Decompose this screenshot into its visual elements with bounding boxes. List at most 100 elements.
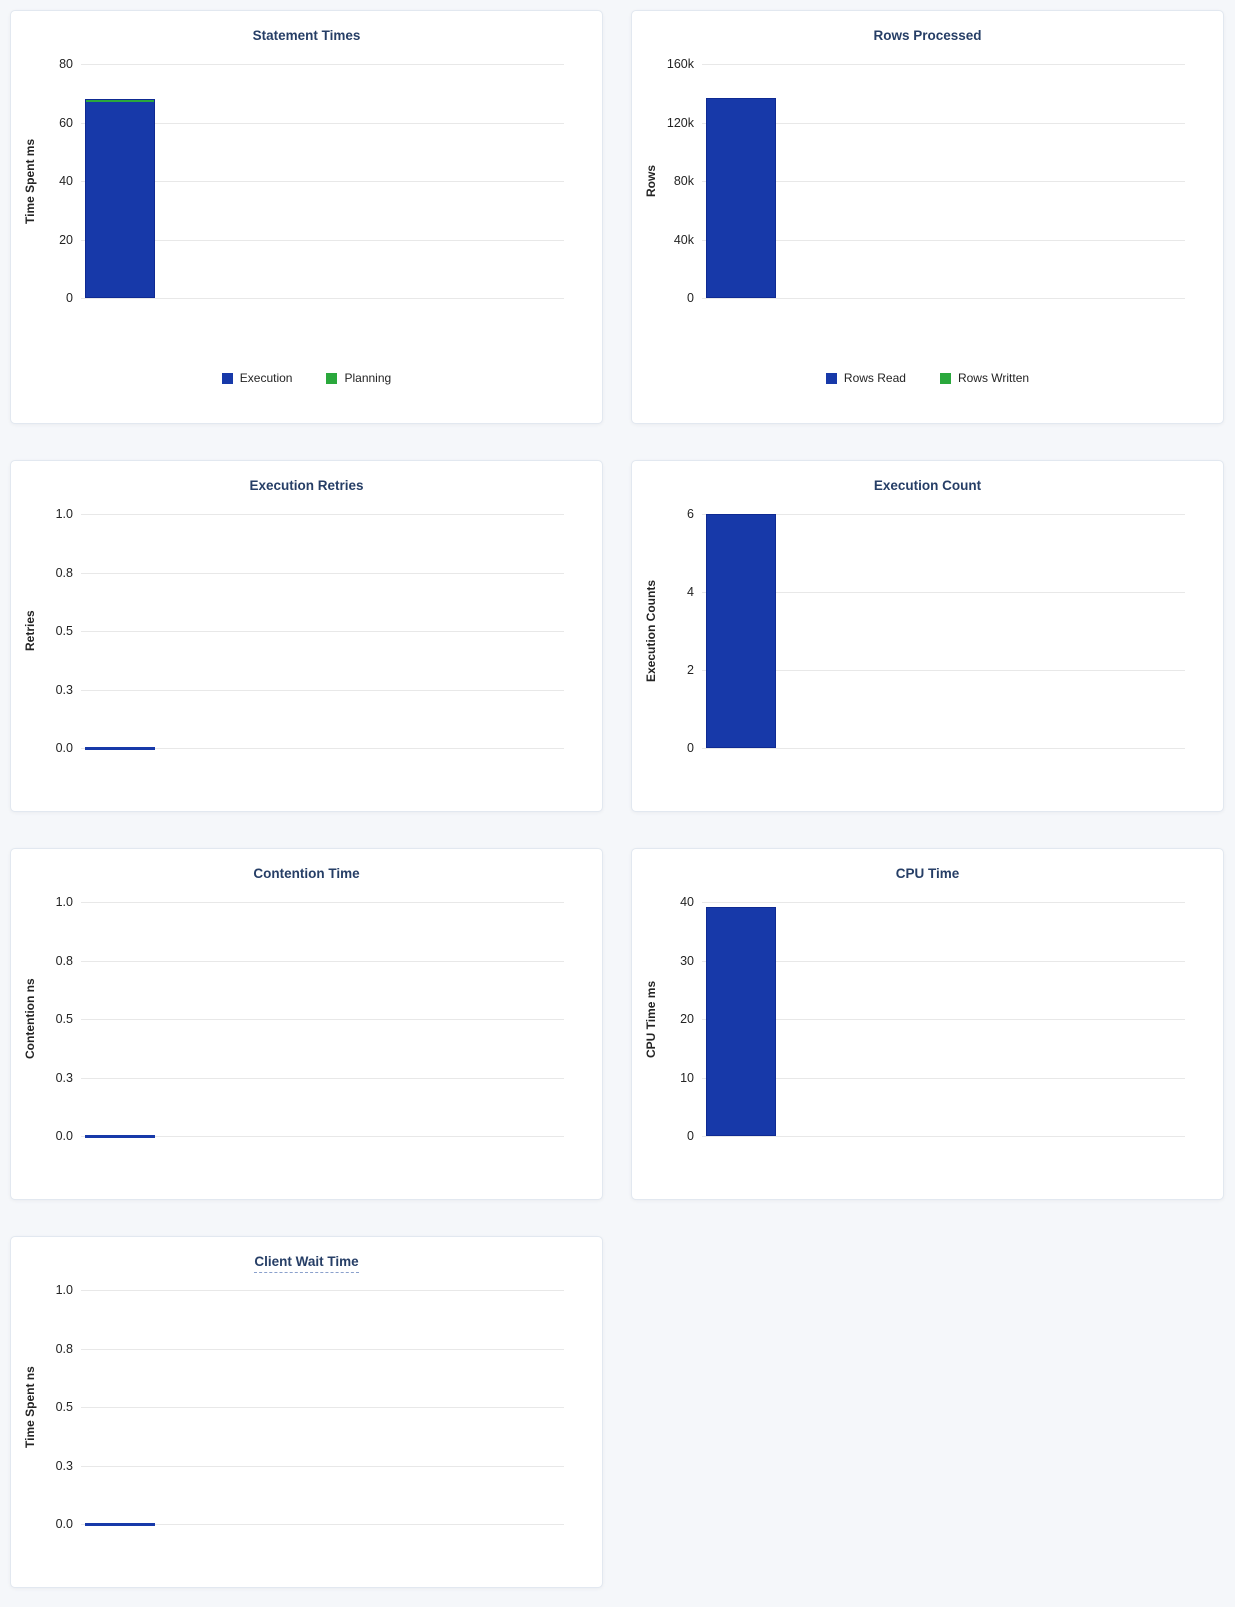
gridline <box>81 122 564 124</box>
y-tick-label: 1.0 <box>55 895 73 909</box>
gridline <box>702 670 1185 671</box>
gridline <box>702 748 1185 749</box>
bar-segment <box>86 100 154 103</box>
y-tick-label: 4 <box>687 585 694 599</box>
y-tick-label: 1.0 <box>55 1283 73 1297</box>
y-tick-label: 0.5 <box>55 1400 73 1414</box>
legend-swatch <box>221 372 233 384</box>
y-tick-label: 0.3 <box>55 682 73 697</box>
gridline <box>702 64 1185 65</box>
bar-segment <box>707 98 775 297</box>
gridline <box>81 514 564 515</box>
gridline <box>81 960 564 962</box>
bar-segment <box>86 102 154 297</box>
zero-value-bar[interactable] <box>85 1135 155 1138</box>
gridline <box>81 689 564 691</box>
bar[interactable] <box>706 97 776 298</box>
legend-item-execution[interactable]: Execution <box>221 371 292 385</box>
chart-card-client-wait-time: Client Wait Time Time Spent ns 1.0 0.8 0.5… <box>10 1236 603 1588</box>
y-tick-label: 80 <box>59 57 73 71</box>
gridline <box>702 122 1185 124</box>
y-tick-label: 0.3 <box>55 1070 73 1085</box>
y-tick-label: 0.8 <box>55 953 73 968</box>
chart-title: Execution Retries <box>249 478 364 493</box>
chart-title-row: Statement Times <box>11 28 602 43</box>
y-tick-label: 0.5 <box>55 624 73 638</box>
gridline <box>81 298 564 299</box>
legend-swatch <box>326 372 338 384</box>
chart-title-row: Execution Retries <box>11 478 602 493</box>
chart-card-execution-count: Execution Count Execution Counts 6 4 2 0 <box>631 460 1224 812</box>
chart-legend: Execution Planning <box>11 371 602 385</box>
chart-title-row: Contention Time <box>11 866 602 881</box>
gridline <box>81 1077 564 1079</box>
legend-swatch <box>825 372 837 384</box>
legend-item-planning[interactable]: Planning <box>326 371 391 385</box>
gridline <box>702 239 1185 241</box>
chart-card-contention-time: Contention Time Contention ns 1.0 0.8 0.5 0… <box>10 848 603 1200</box>
chart-title-tooltip[interactable]: Client Wait Time <box>254 1254 359 1273</box>
y-tick-label: 0.0 <box>55 741 73 755</box>
zero-value-bar[interactable] <box>85 747 155 750</box>
y-tick-label: 0 <box>687 291 694 305</box>
y-tick-label: 40k <box>673 232 694 247</box>
y-tick-label: 0.0 <box>55 1129 73 1143</box>
bar-segment <box>707 907 775 1135</box>
y-tick-label: 0.8 <box>55 565 73 580</box>
bar[interactable] <box>706 906 776 1136</box>
chart-title: Contention Time <box>253 866 360 881</box>
gridline <box>81 1465 564 1467</box>
chart-card-rows-processed: Rows Processed Rows 160k 120k 80k 40k 0 Rows… <box>631 10 1224 424</box>
gridline <box>702 1136 1185 1137</box>
y-tick-label: 40 <box>59 174 73 188</box>
y-tick-label: 120k <box>666 115 694 130</box>
gridline <box>81 631 564 632</box>
chart-title: Execution Count <box>873 478 982 493</box>
chart-title: Statement Times <box>252 28 361 43</box>
y-tick-label: 160k <box>666 57 694 71</box>
gridline <box>81 239 564 241</box>
y-tick-label: 40 <box>680 895 694 909</box>
y-tick-label: 80k <box>673 174 694 188</box>
gridline <box>81 572 564 574</box>
bar[interactable] <box>706 514 776 748</box>
bar[interactable] <box>85 99 155 298</box>
y-tick-label: 0.8 <box>55 1341 73 1356</box>
legend-item-rows-written[interactable]: Rows Written <box>939 371 1029 385</box>
y-tick-label: 10 <box>680 1070 694 1085</box>
zero-value-bar[interactable] <box>85 1523 155 1526</box>
y-tick-label: 0.5 <box>55 1012 73 1026</box>
gridline <box>702 298 1185 299</box>
y-tick-label: 60 <box>59 115 73 130</box>
legend-item-rows-read[interactable]: Rows Read <box>825 371 906 385</box>
gridline <box>81 1524 564 1525</box>
y-tick-label: 0.3 <box>55 1458 73 1473</box>
y-tick-label: 0 <box>66 291 73 305</box>
chart-title-row: Rows Processed <box>632 28 1223 43</box>
gridline <box>702 592 1185 593</box>
gridline <box>81 748 564 749</box>
y-tick-label: 0 <box>687 1129 694 1143</box>
gridline <box>702 1019 1185 1020</box>
y-tick-label: 0 <box>687 741 694 755</box>
y-tick-label: 2 <box>687 663 694 677</box>
y-tick-label: 0.0 <box>55 1517 73 1531</box>
gridline <box>702 1077 1185 1079</box>
chart-card-statement-times: Statement Times Time Spent ms 80 60 40 20 0 … <box>10 10 603 424</box>
gridline <box>702 902 1185 903</box>
gridline <box>81 1407 564 1408</box>
legend-label: Planning <box>344 371 392 385</box>
chart-title: Rows Processed <box>873 28 982 43</box>
gridline <box>81 64 564 65</box>
y-tick-label: 6 <box>687 507 694 521</box>
gridline <box>81 1348 564 1350</box>
chart-legend: Rows Read Rows Written <box>632 371 1223 385</box>
legend-swatch <box>939 372 951 384</box>
y-tick-label: 30 <box>680 953 694 968</box>
chart-title: CPU Time <box>895 866 960 881</box>
y-tick-label: 1.0 <box>55 507 73 521</box>
bar-segment <box>707 515 775 747</box>
y-axis-label: Execution Counts <box>644 580 658 683</box>
gridline <box>81 181 564 182</box>
